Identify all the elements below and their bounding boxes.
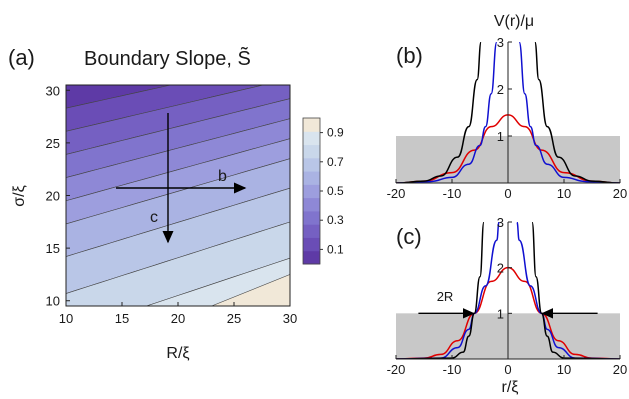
y-tick-label: 1 <box>497 306 504 321</box>
series-line <box>518 42 620 183</box>
y-tick-label: 1 <box>497 129 504 144</box>
panel-a-xlabel: R/ξ <box>166 345 189 362</box>
panel-a-y-ticks: 10 15 20 25 30 <box>46 83 70 309</box>
x-tick-label: -20 <box>387 186 406 201</box>
y-tick-label: 3 <box>497 215 504 230</box>
colorbar-swatch <box>303 237 320 252</box>
x-tick-label: 0 <box>504 186 511 201</box>
arrow-b-label: b <box>218 168 227 185</box>
colorbar-tick-label: 0.5 <box>327 184 344 198</box>
colorbar-swatch <box>303 118 320 132</box>
panel-c-label: (c) <box>396 224 422 249</box>
panel-a-label: (a) <box>8 45 35 70</box>
y-tick-label: 25 <box>46 136 60 151</box>
colorbar-tick-label: 0.9 <box>327 126 344 140</box>
x-tick-label: -10 <box>443 362 462 377</box>
colorbar-swatch <box>303 131 320 146</box>
x-tick-label: 30 <box>283 311 297 326</box>
colorbar-ticks: 0.1 0.3 0.5 0.7 0.9 <box>320 126 344 256</box>
x-tick-label: 10 <box>557 362 571 377</box>
colorbar-tick-label: 0.3 <box>327 213 344 227</box>
y-tick-label: 10 <box>46 294 60 309</box>
panel-a-title: Boundary Slope, S̃ <box>84 47 251 70</box>
panel-a-ylabel: σ/ξ <box>11 185 28 206</box>
y-tick-label: 15 <box>46 241 60 256</box>
colorbar-swatch <box>303 144 320 159</box>
colorbar-tick-label: 0.7 <box>327 155 344 169</box>
x-tick-label: 20 <box>613 362 627 377</box>
x-tick-label: 10 <box>59 311 73 326</box>
y-tick-label: 30 <box>46 83 60 98</box>
x-tick-label: 15 <box>115 311 129 326</box>
contour-band-top <box>211 274 290 306</box>
panel-c-2r-label: 2R <box>437 289 454 304</box>
y-tick-label: 20 <box>46 189 60 204</box>
contour-band <box>66 221 290 306</box>
y-tick-label: 2 <box>497 261 504 276</box>
heatmap-plot-area <box>65 84 291 307</box>
panel-b-ylabel: V(r)/μ <box>494 13 534 30</box>
x-tick-label: 25 <box>227 311 241 326</box>
series-line <box>396 42 482 183</box>
colorbar-swatch <box>303 157 320 172</box>
x-tick-label: 10 <box>557 186 571 201</box>
x-tick-label: -10 <box>443 186 462 201</box>
y-tick-label: 2 <box>497 82 504 97</box>
colorbar-swatch <box>303 250 320 265</box>
panel-a-x-ticks: 10 15 20 25 30 <box>59 302 297 326</box>
colorbar-swatch <box>303 171 320 185</box>
panel-b-plot: -20 -10 0 10 20 1 2 3 <box>387 35 628 201</box>
colorbar-swatch <box>303 197 320 212</box>
colorbar-swatch <box>303 184 320 199</box>
colorbar-swatch <box>303 210 320 225</box>
panel-c-xlabel: r/ξ <box>502 379 519 396</box>
series-line <box>396 42 498 183</box>
colorbar-tick-label: 0.1 <box>327 242 344 256</box>
y-tick-label: 3 <box>497 35 504 50</box>
x-tick-label: 20 <box>171 311 185 326</box>
colorbar <box>302 117 321 265</box>
colorbar-swatch <box>303 224 320 238</box>
x-tick-label: 0 <box>504 362 511 377</box>
arrow-c-label: c <box>150 209 158 226</box>
x-tick-label: 20 <box>613 186 627 201</box>
panel-c-plot: -20 -10 0 10 20 1 2 3 <box>387 215 628 377</box>
series-line <box>534 42 620 183</box>
panel-b-label: (b) <box>396 43 423 68</box>
x-tick-label: -20 <box>387 362 406 377</box>
